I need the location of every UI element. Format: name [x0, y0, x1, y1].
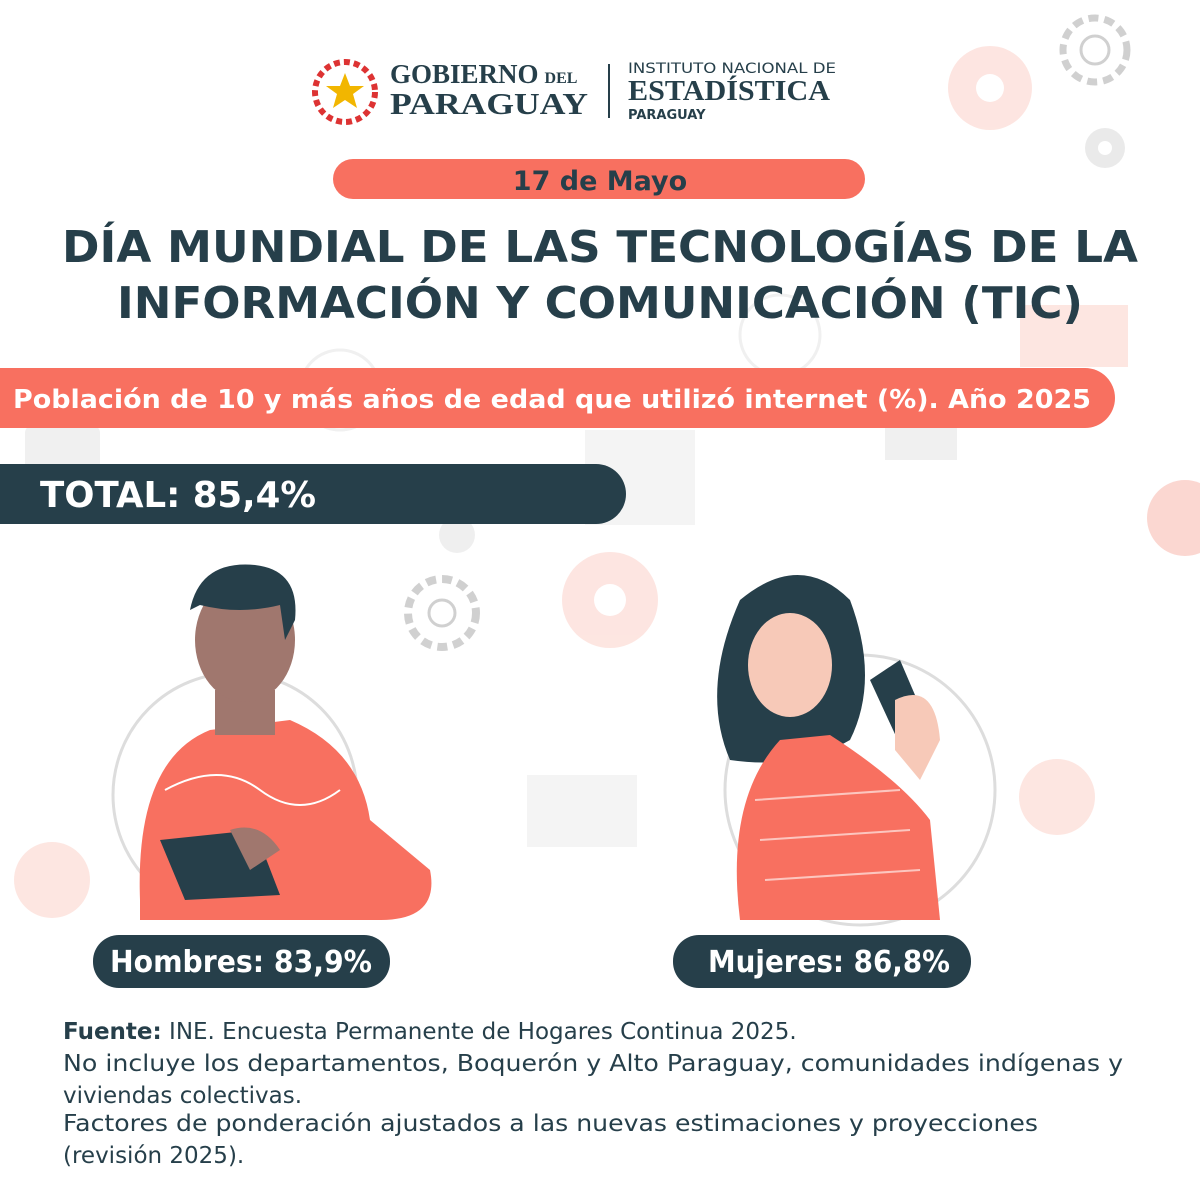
note-line: No incluye los departamentos, Boquerón y…	[63, 1051, 1123, 1077]
logo-text: DEL	[545, 70, 578, 87]
source-label: Fuente:	[63, 1019, 162, 1045]
date: 17 de Mayo	[513, 166, 687, 197]
title: INFORMACIÓN Y COMUNICACIÓN (TIC)	[117, 276, 1083, 329]
footnote: Fuente: INE. Encuesta Permanente de Hoga…	[63, 1019, 1123, 1169]
total-band	[0, 464, 626, 524]
logo-text: ESTADÍSTICA	[628, 76, 831, 107]
logo-text: GOBIERNO	[390, 59, 539, 89]
source-text: INE. Encuesta Permanente de Hogares Cont…	[162, 1019, 797, 1045]
note-line: (revisión 2025).	[63, 1143, 244, 1169]
label-pill	[93, 935, 390, 988]
note-line: viviendas colectivas.	[63, 1083, 302, 1109]
source: Fuente: INE. Encuesta Permanente de Hoga…	[63, 1019, 797, 1045]
logo-text: PARAGUAY	[628, 108, 706, 123]
note-line: Factores de ponderación ajustados a las …	[63, 1111, 1038, 1137]
ine-logo: INSTITUTO NACIONAL DE ESTADÍSTICA PARAGU…	[628, 61, 836, 123]
subtitle: Población de 10 y más años de edad que u…	[13, 385, 1091, 415]
woman-illustration	[717, 575, 997, 927]
logo-text: GOBIERNO DEL	[390, 59, 577, 89]
title: DÍA MUNDIAL DE LAS TECNOLOGÍAS DE LA	[62, 220, 1138, 273]
subtitle-band	[0, 368, 1115, 428]
background-decor	[14, 14, 1200, 918]
total: TOTAL: 85,4%	[40, 475, 316, 516]
logo-text: PARAGUAY	[390, 86, 588, 121]
group-label: Hombres: 83,9%	[110, 945, 372, 980]
group-label: Mujeres: 86,8%	[708, 945, 950, 980]
label-pill	[673, 935, 971, 988]
man-illustration	[111, 564, 432, 920]
gobierno-logo: GOBIERNO DEL PARAGUAY	[312, 59, 610, 125]
date-pill	[333, 159, 865, 199]
logo-text: INSTITUTO NACIONAL DE	[628, 61, 836, 77]
